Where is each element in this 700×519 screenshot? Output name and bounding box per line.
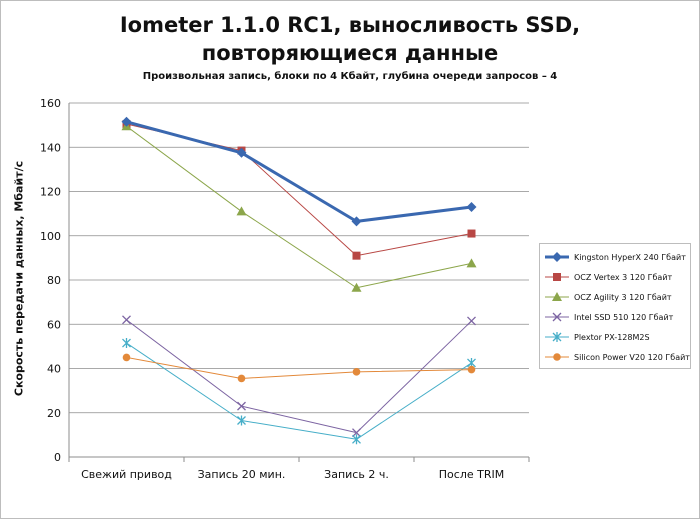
data-point xyxy=(466,258,477,268)
series-line xyxy=(126,125,472,289)
legend-swatch-marker xyxy=(553,273,561,281)
series-line xyxy=(126,120,472,223)
legend-swatch-marker xyxy=(553,353,561,361)
legend: Kingston HyperX 240 Гбайт OCZ Vertex 3 12… xyxy=(539,243,691,369)
legend-swatch xyxy=(545,353,569,361)
data-point xyxy=(122,353,131,362)
legend-item: Intel SSD 510 120 Гбайт xyxy=(544,307,686,327)
legend-label: OCZ Agility 3 120 Гбайт xyxy=(574,292,672,302)
data-point xyxy=(122,338,131,349)
y-tick-label: 60 xyxy=(47,318,61,331)
data-point xyxy=(237,374,246,383)
y-tick-label: 120 xyxy=(40,186,61,199)
legend-item: Silicon Power V20 120 Гбайт xyxy=(544,347,690,367)
legend-label: Intel SSD 510 120 Гбайт xyxy=(574,312,674,322)
y-tick-label: 160 xyxy=(40,97,61,110)
x-tick-label: Запись 20 мин. xyxy=(198,468,286,481)
series-1 xyxy=(122,120,476,260)
y-tick-label: 20 xyxy=(47,407,61,420)
legend-label: Plextor PX-128M2S xyxy=(574,332,650,342)
legend-swatch-marker xyxy=(552,292,562,301)
series-2 xyxy=(121,121,477,292)
legend-swatch xyxy=(545,312,569,322)
legend-swatch xyxy=(545,292,569,301)
legend-label: Kingston HyperX 240 Гбайт xyxy=(574,252,686,262)
data-point xyxy=(122,315,131,325)
data-point xyxy=(236,206,247,216)
data-point xyxy=(237,415,246,426)
y-tick-label: 0 xyxy=(54,451,61,464)
legend-swatch-marker xyxy=(552,252,562,262)
data-point xyxy=(466,201,477,212)
data-point xyxy=(352,251,361,260)
chart-title-line2: повторяющиеся данные xyxy=(201,41,499,65)
data-point xyxy=(352,428,361,438)
x-tick-label: Свежий привод xyxy=(81,468,172,481)
data-point xyxy=(351,216,362,227)
chart-title-line1: Iometer 1.1.0 RC1, выносливость SSD, xyxy=(119,13,581,37)
legend-item: Plextor PX-128M2S xyxy=(544,327,686,347)
legend-item: OCZ Agility 3 120 Гбайт xyxy=(544,287,686,307)
legend-label: OCZ Vertex 3 120 Гбайт xyxy=(574,272,673,282)
legend-item: OCZ Vertex 3 120 Гбайт xyxy=(544,267,686,287)
chart-subtitle: Произвольная запись, блоки по 4 Кбайт, г… xyxy=(142,71,558,82)
chart-title: Iometer 1.1.0 RC1, выносливость SSD, пов… xyxy=(1,11,699,67)
data-point xyxy=(467,229,476,238)
series-0 xyxy=(121,116,477,227)
series-5 xyxy=(122,353,476,383)
data-point xyxy=(237,401,246,411)
series-3 xyxy=(122,315,476,438)
legend-item: Kingston HyperX 240 Гбайт xyxy=(544,247,686,267)
y-tick-label: 40 xyxy=(47,363,61,376)
legend-swatch xyxy=(545,332,569,342)
data-point xyxy=(352,434,361,445)
x-tick-label: Запись 2 ч. xyxy=(324,468,389,481)
y-tick-label: 80 xyxy=(47,274,61,287)
legend-swatch-marker xyxy=(552,332,562,342)
x-tick-label: После TRIM xyxy=(439,468,504,481)
series-line xyxy=(126,356,472,379)
data-point xyxy=(467,365,476,374)
legend-label: Silicon Power V20 120 Гбайт xyxy=(574,352,690,362)
data-point xyxy=(467,316,476,326)
series-line xyxy=(126,342,472,440)
data-point xyxy=(121,116,132,127)
series-4 xyxy=(122,338,476,445)
legend-swatch xyxy=(545,252,569,262)
y-tick-label: 100 xyxy=(40,230,61,243)
y-tick-label: 140 xyxy=(40,141,61,154)
data-point xyxy=(351,282,362,292)
data-point xyxy=(236,147,247,158)
legend-swatch-marker xyxy=(552,312,562,322)
legend-swatch xyxy=(545,273,569,281)
series-line xyxy=(126,319,472,434)
data-point xyxy=(352,368,361,376)
